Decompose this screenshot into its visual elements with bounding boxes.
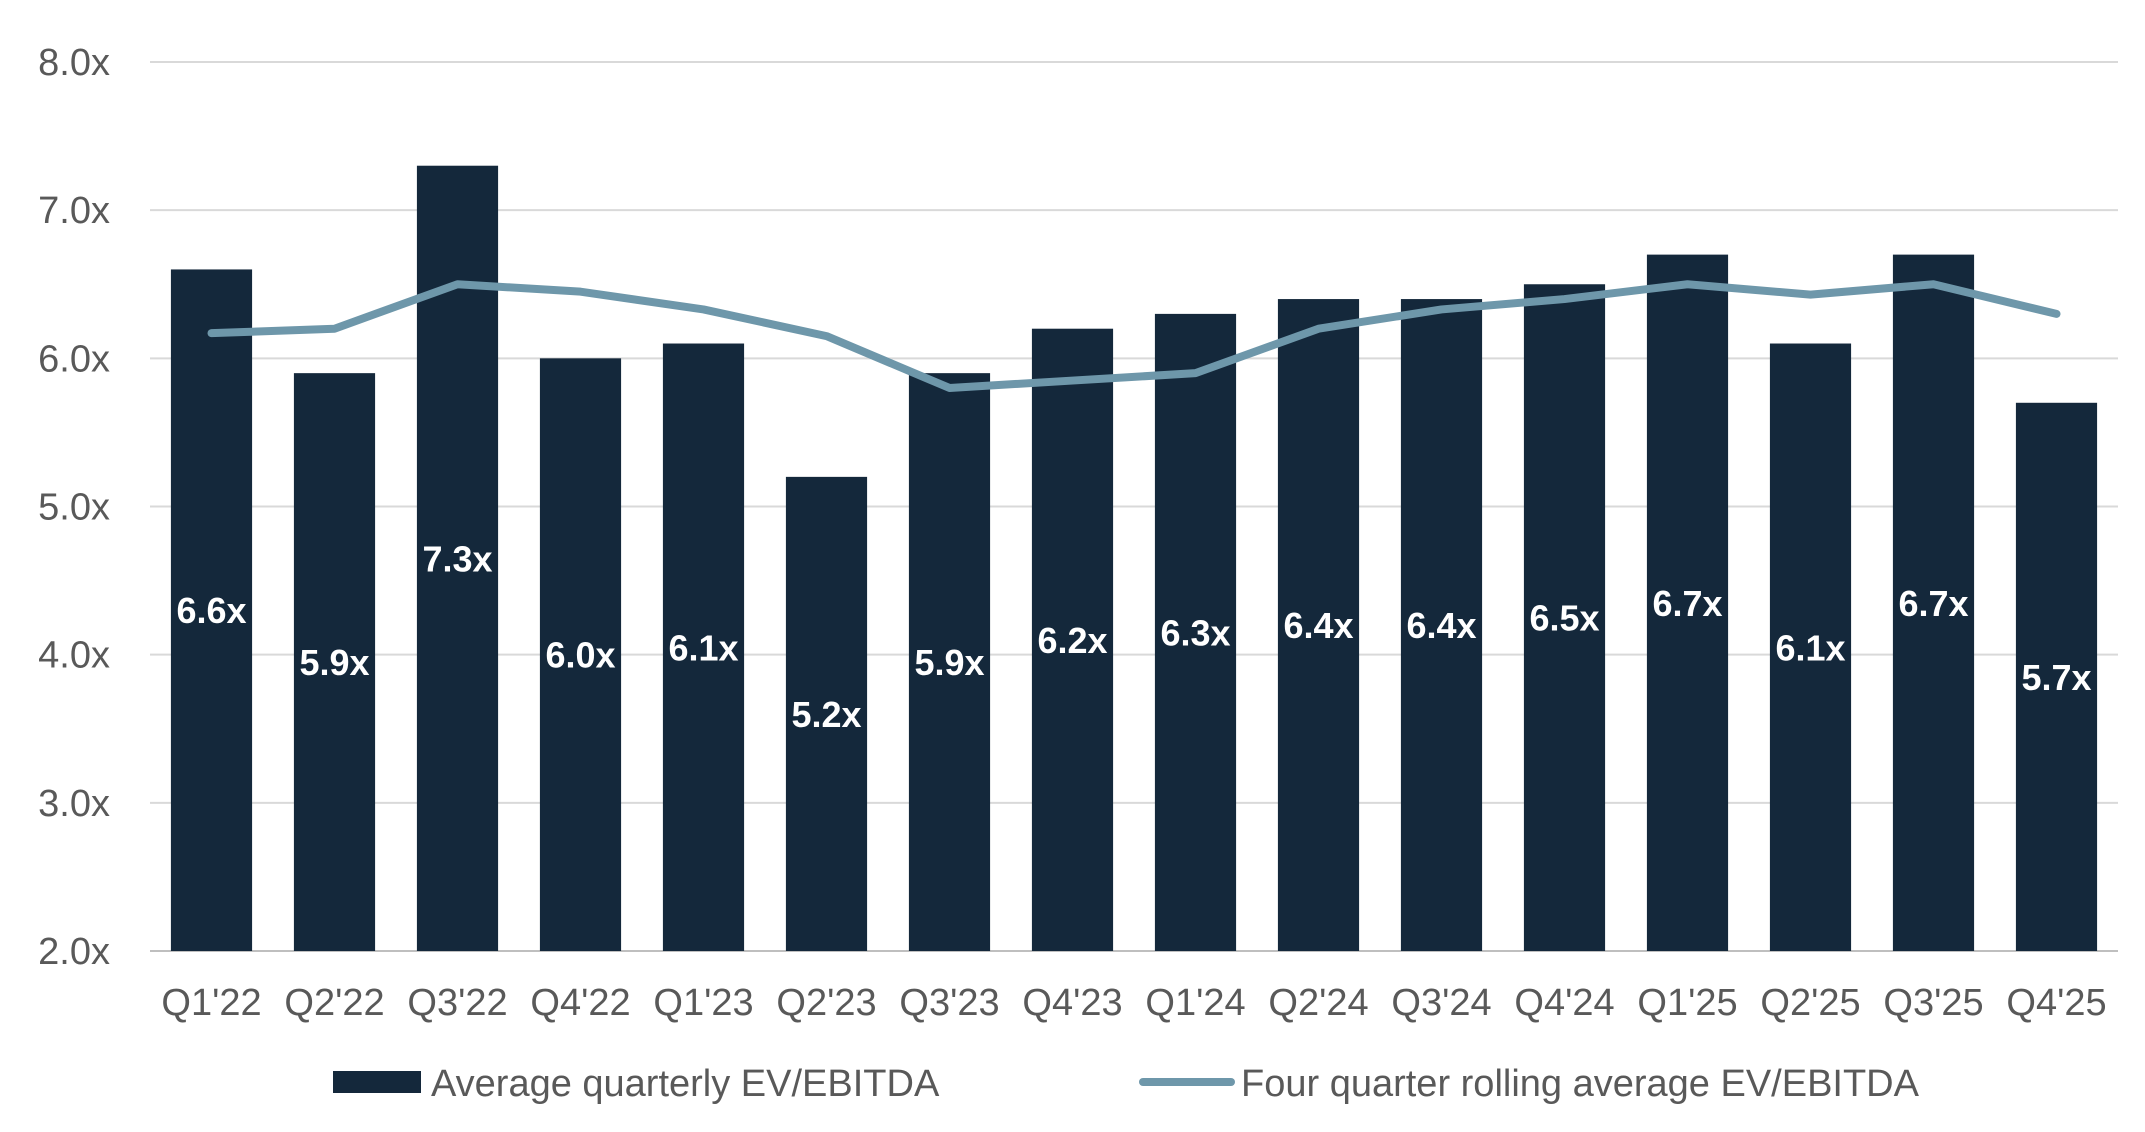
data-label: 6.2x [1037, 620, 1107, 661]
data-label: 5.9x [914, 642, 984, 683]
data-label: 6.6x [176, 590, 246, 631]
bar [908, 373, 991, 951]
y-tick-label: 8.0x [38, 42, 110, 84]
data-labels: 6.6x 5.9x 7.3x 6.0x 6.1x 5.2x 5.9x 6.2x 6.3x 6.4x… [176, 538, 2091, 735]
x-tick-label: Q3'25 [1883, 982, 1983, 1024]
x-tick-label: Q4'25 [2006, 982, 2106, 1024]
data-label: 6.7x [1652, 583, 1722, 624]
bar [1031, 328, 1114, 951]
bar [2015, 402, 2098, 951]
data-label: 5.7x [2021, 657, 2091, 698]
data-label: 6.7x [1898, 583, 1968, 624]
x-tick-label: Q1'22 [161, 982, 261, 1024]
x-tick-label: Q4'24 [1514, 982, 1614, 1024]
legend-label-bar: Average quarterly EV/EBITDA [431, 1063, 940, 1105]
y-tick-label: 2.0x [38, 931, 110, 973]
x-tick-label: Q3'24 [1391, 982, 1491, 1024]
x-tick-label: Q1'25 [1637, 982, 1737, 1024]
y-tick-label: 5.0x [38, 487, 110, 529]
bar [1400, 299, 1483, 952]
x-tick-label: Q4'22 [530, 982, 630, 1024]
line-series [207, 280, 2061, 392]
data-label: 5.9x [299, 642, 369, 683]
x-axis-ticks: Q1'22 Q2'22 Q3'22 Q4'22 Q1'23 Q2'23 Q3'23 Q4'23… [161, 982, 2106, 1024]
x-tick-label: Q4'23 [1022, 982, 1122, 1024]
bar [539, 358, 622, 951]
rolling-average-line [207, 280, 2061, 392]
x-tick-label: Q2'24 [1268, 982, 1368, 1024]
bar [1892, 254, 1975, 951]
bar [1277, 299, 1360, 952]
x-tick-label: Q1'23 [653, 982, 753, 1024]
bar [785, 476, 868, 951]
y-tick-label: 3.0x [38, 783, 110, 825]
data-label: 6.4x [1406, 605, 1476, 646]
y-tick-label: 7.0x [38, 190, 110, 232]
x-tick-label: Q2'23 [776, 982, 876, 1024]
legend: Average quarterly EV/EBITDA Four quarter … [333, 1063, 1920, 1105]
legend-label-line: Four quarter rolling average EV/EBITDA [1241, 1063, 1920, 1105]
bar [293, 373, 376, 951]
y-tick-label: 6.0x [38, 338, 110, 380]
data-label: 6.1x [1775, 627, 1845, 668]
bar [1769, 343, 1852, 951]
y-axis-ticks: 2.0x 3.0x 4.0x 5.0x 6.0x 7.0x 8.0x [38, 42, 110, 973]
bar [1154, 313, 1237, 952]
x-tick-label: Q1'24 [1145, 982, 1245, 1024]
data-label: 6.0x [545, 635, 615, 676]
bar [1523, 284, 1606, 951]
bar [662, 343, 745, 951]
data-label: 6.1x [668, 627, 738, 668]
data-label: 6.3x [1160, 612, 1230, 653]
data-label: 6.5x [1529, 598, 1599, 639]
bar-series [170, 165, 2098, 952]
data-label: 6.4x [1283, 605, 1353, 646]
bar [170, 269, 253, 951]
x-tick-label: Q2'25 [1760, 982, 1860, 1024]
data-label: 5.2x [791, 694, 861, 735]
data-label: 7.3x [422, 538, 492, 579]
x-tick-label: Q3'22 [407, 982, 507, 1024]
y-tick-label: 4.0x [38, 635, 110, 677]
x-tick-label: Q2'22 [284, 982, 384, 1024]
bar [1646, 254, 1729, 951]
x-tick-label: Q3'23 [899, 982, 999, 1024]
legend-swatch-bar [333, 1071, 421, 1093]
